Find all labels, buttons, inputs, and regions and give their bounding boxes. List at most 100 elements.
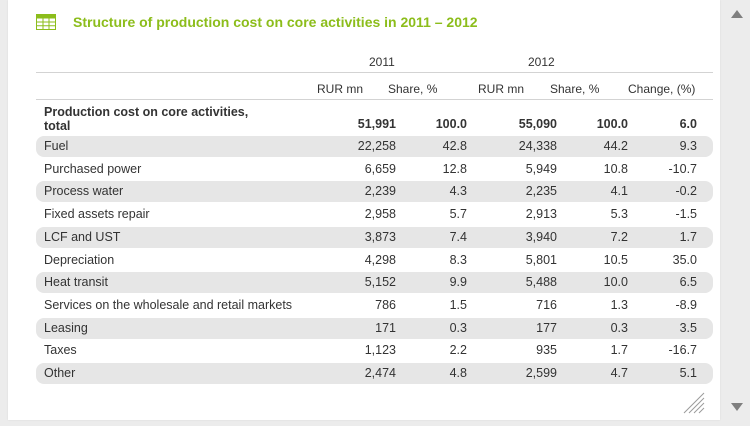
row-rur-2011: 5,152 <box>364 275 396 290</box>
table-row: Services on the wholesale and retail mar… <box>36 295 713 316</box>
row-change: 35.0 <box>672 252 697 267</box>
row-change: -1.5 <box>675 207 697 222</box>
row-share-2011: 2.2 <box>449 343 467 358</box>
table-row: Leasing 171 0.3 177 0.3 3.5 <box>36 317 713 339</box>
row-rur-2011: 4,298 <box>364 252 396 267</box>
row-rur-2012: 3,940 <box>525 229 557 244</box>
row-label: Other <box>44 366 76 380</box>
table-row: Heat transit 5,152 9.9 5,488 10.0 6.5 <box>36 272 713 294</box>
row-share-2012: 10.0 <box>603 275 628 290</box>
row-share-2011: 1.5 <box>449 297 467 312</box>
row-label: Services on the wholesale and retail mar… <box>44 297 293 312</box>
row-share-2011: 9.9 <box>449 275 467 290</box>
row-label: Taxes <box>44 343 77 358</box>
total-row: Production cost on core activities, tota… <box>36 104 713 134</box>
row-share-2012: 10.8 <box>603 161 628 176</box>
divider <box>36 72 713 73</box>
total-rur-2012: 55,090 <box>518 117 557 131</box>
table-row: Depreciation 4,298 8.3 5,801 10.5 35.0 <box>36 250 713 271</box>
title-row: Structure of production cost on core act… <box>36 14 478 30</box>
row-share-2011: 8.3 <box>449 252 467 267</box>
table-row: Purchased power 6,659 12.8 5,949 10.8 -10.7 <box>36 159 713 180</box>
row-label: Leasing <box>44 320 88 335</box>
table-row: Fuel 22,258 42.8 24,338 44.2 9.3 <box>36 136 713 157</box>
row-rur-2012: 5,488 <box>525 275 557 290</box>
row-rur-2012: 177 <box>536 320 557 335</box>
row-share-2011: 12.8 <box>442 161 467 176</box>
row-change: -16.7 <box>668 343 698 358</box>
row-rur-2011: 2,958 <box>364 207 396 222</box>
col-change: Change, (%) <box>628 82 696 96</box>
row-rur-2011: 2,239 <box>364 184 396 199</box>
table-icon <box>36 14 56 30</box>
row-label: Process water <box>44 184 124 199</box>
row-share-2012: 5.3 <box>610 207 628 222</box>
table-row: LCF and UST 3,873 7.4 3,940 7.2 1.7 <box>36 226 713 248</box>
col-rur-2012: RUR mn <box>478 82 525 96</box>
row-share-2011: 4.8 <box>449 366 467 380</box>
row-change: -8.9 <box>675 297 697 312</box>
row-label: Depreciation <box>44 252 115 267</box>
row-share-2011: 0.3 <box>449 320 467 335</box>
row-share-2012: 1.7 <box>610 343 628 358</box>
row-change: -0.2 <box>675 184 697 199</box>
row-rur-2011: 22,258 <box>357 139 396 153</box>
total-change: 6.0 <box>679 117 697 131</box>
row-rur-2012: 2,913 <box>525 207 557 222</box>
row-share-2011: 7.4 <box>449 229 467 244</box>
row-label: Heat transit <box>44 275 108 290</box>
table-row: Other 2,474 4.8 2,599 4.7 5.1 <box>36 363 713 384</box>
total-rur-2011: 51,991 <box>357 117 396 131</box>
row-change: 3.5 <box>679 320 697 335</box>
row-change: -10.7 <box>668 161 698 176</box>
row-label: LCF and UST <box>44 229 121 244</box>
row-rur-2011: 786 <box>375 297 396 312</box>
col-rur-2011: RUR mn <box>317 82 364 96</box>
row-label: Fixed assets repair <box>44 207 150 222</box>
row-rur-2012: 5,801 <box>525 252 557 267</box>
divider <box>36 99 713 100</box>
row-change: 6.5 <box>679 275 697 290</box>
row-label: Fuel <box>44 139 69 153</box>
table-row: Taxes 1,123 2.2 935 1.7 -16.7 <box>36 340 713 361</box>
table-row: Fixed assets repair 2,958 5.7 2,913 5.3 -1.5 <box>36 204 713 225</box>
row-rur-2011: 2,474 <box>364 366 396 380</box>
row-rur-2011: 6,659 <box>364 161 396 176</box>
row-rur-2012: 716 <box>536 297 557 312</box>
row-share-2012: 4.7 <box>610 366 628 380</box>
row-share-2012: 1.3 <box>610 297 628 312</box>
row-change: 5.1 <box>679 366 697 380</box>
row-share-2012: 10.5 <box>603 252 628 267</box>
row-rur-2012: 2,235 <box>525 184 557 199</box>
resize-grip-icon[interactable] <box>681 390 705 414</box>
total-label-line1: Production cost on core activities, <box>44 105 249 119</box>
year-2011-header: 2011 <box>369 55 395 69</box>
scrollbar[interactable] <box>723 0 750 426</box>
year-2012-header: 2012 <box>528 55 555 69</box>
row-rur-2012: 5,949 <box>525 161 557 176</box>
table-row: Process water 2,239 4.3 2,235 4.1 -0.2 <box>36 181 713 203</box>
row-share-2012: 0.3 <box>610 320 628 335</box>
row-change: 9.3 <box>679 139 697 153</box>
col-share-2012: Share, % <box>550 82 600 96</box>
row-share-2012: 7.2 <box>610 229 628 244</box>
row-share-2012: 4.1 <box>610 184 628 199</box>
arrow-up-icon[interactable] <box>731 10 743 18</box>
page-title: Structure of production cost on core act… <box>73 14 478 30</box>
row-share-2011: 5.7 <box>449 207 467 222</box>
total-share-2012: 100.0 <box>596 117 628 131</box>
arrow-down-icon[interactable] <box>731 403 743 411</box>
row-rur-2012: 24,338 <box>518 139 557 153</box>
row-share-2011: 4.3 <box>449 184 467 199</box>
row-rur-2011: 1,123 <box>364 343 396 358</box>
col-share-2011: Share, % <box>388 82 438 96</box>
total-label-line2: total <box>44 119 71 133</box>
row-share-2011: 42.8 <box>442 139 467 153</box>
row-label: Purchased power <box>44 161 142 176</box>
row-rur-2012: 2,599 <box>525 366 557 380</box>
row-change: 1.7 <box>679 229 697 244</box>
row-rur-2011: 3,873 <box>364 229 396 244</box>
table-panel: Structure of production cost on core act… <box>8 0 720 420</box>
row-rur-2012: 935 <box>536 343 557 358</box>
row-rur-2011: 171 <box>375 320 396 335</box>
